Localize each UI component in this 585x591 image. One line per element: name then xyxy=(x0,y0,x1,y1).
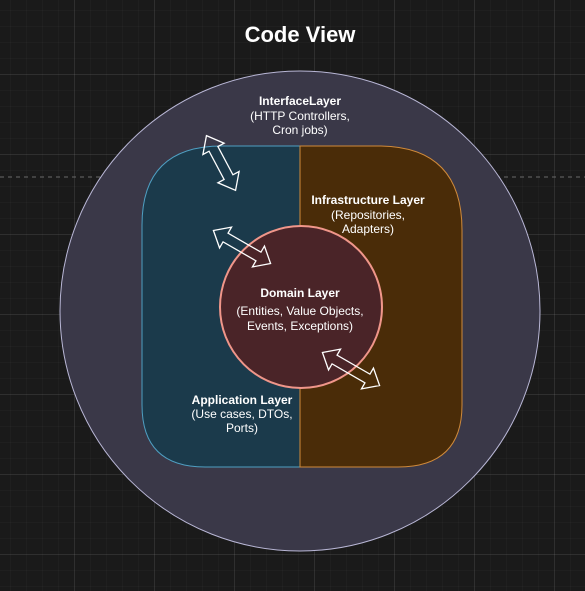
domain-layer-circle[interactable] xyxy=(219,225,383,389)
domain-layer-desc-1: (Entities, Value Objects, xyxy=(236,304,363,318)
application-layer-title: Application Layer xyxy=(192,393,293,407)
application-layer-desc-2: Ports) xyxy=(226,421,258,435)
interface-application-arrow-icon xyxy=(202,134,240,192)
diagram-title: Code View xyxy=(245,22,357,47)
infrastructure-layer-desc-1: (Repositories, xyxy=(331,208,405,222)
infrastructure-layer-desc-2: Adapters) xyxy=(342,222,394,236)
domain-layer-desc-2: Events, Exceptions) xyxy=(247,319,353,333)
interface-layer-desc-2: Cron jobs) xyxy=(272,123,327,137)
infrastructure-layer-title: Infrastructure Layer xyxy=(311,193,425,207)
domain-layer-title: Domain Layer xyxy=(260,286,340,300)
interface-layer-title: InterfaceLayer xyxy=(259,94,341,108)
application-layer-desc-1: (Use cases, DTOs, xyxy=(191,407,292,421)
interface-layer-desc-1: (HTTP Controllers, xyxy=(250,109,350,123)
domain-infrastructure-arrow-icon xyxy=(321,348,381,390)
application-domain-arrow-icon xyxy=(212,226,272,268)
